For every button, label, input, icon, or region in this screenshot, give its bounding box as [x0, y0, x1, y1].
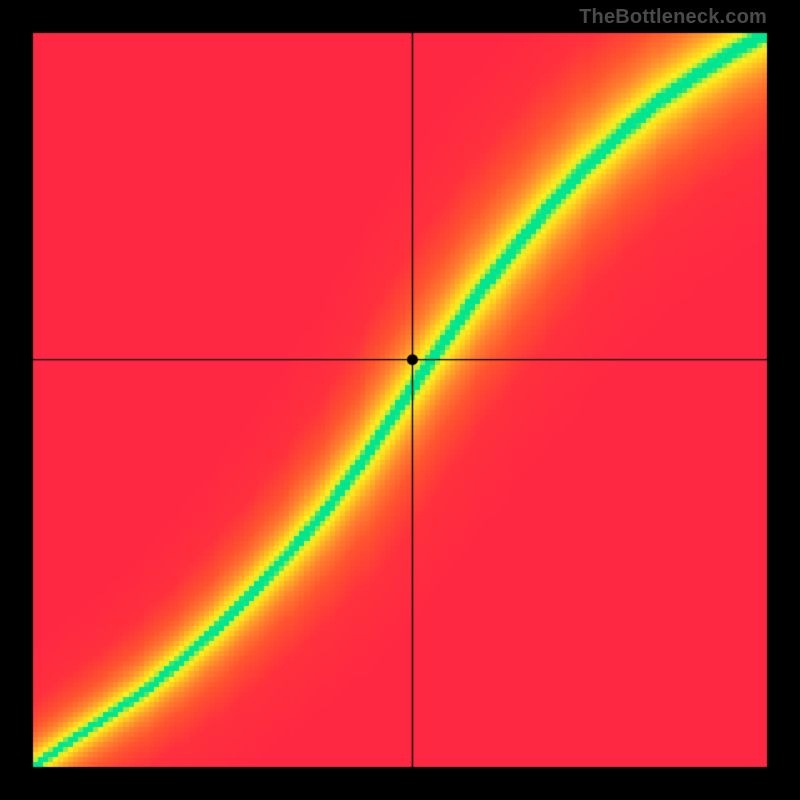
watermark-text: TheBottleneck.com: [579, 6, 767, 29]
bottleneck-heatmap: [0, 0, 800, 800]
chart-stage: TheBottleneck.com: [0, 0, 800, 800]
